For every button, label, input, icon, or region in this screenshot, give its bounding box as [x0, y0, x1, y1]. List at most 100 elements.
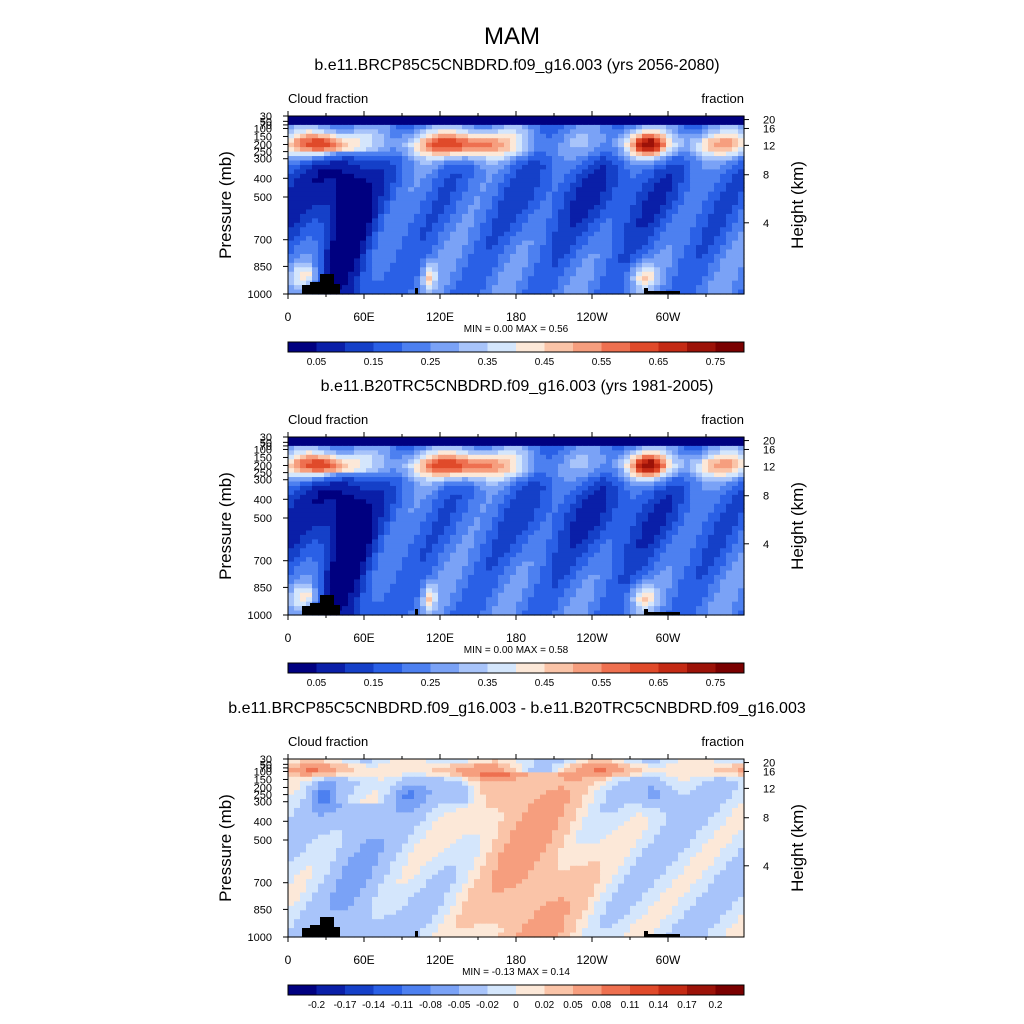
- heatmap-cell: [552, 485, 559, 491]
- heatmap-cell: [618, 205, 625, 211]
- heatmap-cell: [654, 147, 661, 153]
- heatmap-cell: [462, 521, 469, 527]
- heatmap-cell: [696, 450, 703, 456]
- heatmap-cell: [300, 129, 307, 135]
- heatmap-cell: [618, 454, 625, 460]
- heatmap-cell: [408, 164, 415, 170]
- heatmap-cell: [540, 262, 547, 268]
- heatmap-cell: [546, 530, 553, 536]
- heatmap-cell: [426, 437, 433, 443]
- heatmap-cell: [498, 138, 505, 144]
- heatmap-cell: [522, 222, 529, 228]
- heatmap-cell: [492, 494, 499, 500]
- heatmap-cell: [624, 209, 631, 215]
- heatmap-cell: [384, 534, 391, 540]
- heatmap-cell: [582, 472, 589, 478]
- heatmap-cell: [432, 258, 439, 264]
- heatmap-cell: [516, 138, 523, 144]
- heatmap-cell: [552, 481, 559, 487]
- heatmap-cell: [540, 267, 547, 273]
- heatmap-cell: [648, 173, 655, 179]
- heatmap-cell: [522, 280, 529, 286]
- heatmap-cell: [384, 508, 391, 514]
- heatmap-cell: [366, 490, 373, 496]
- heatmap-cell: [342, 142, 349, 148]
- heatmap-cell: [654, 138, 661, 144]
- heatmap-cell: [666, 490, 673, 496]
- heatmap-cell: [672, 191, 679, 197]
- heatmap-cell: [660, 477, 667, 483]
- heatmap-cell: [516, 120, 523, 126]
- heatmap-cell: [420, 209, 427, 215]
- heatmap-cell: [594, 138, 601, 144]
- heatmap-cell: [288, 169, 295, 175]
- heatmap-cell: [546, 508, 553, 514]
- heatmap-cell: [318, 521, 325, 527]
- heatmap-cell: [732, 187, 739, 193]
- heatmap-cell: [606, 517, 613, 523]
- heatmap-cell: [342, 120, 349, 126]
- heatmap-cell: [486, 258, 493, 264]
- heatmap-cell: [456, 178, 463, 184]
- heatmap-cell: [390, 258, 397, 264]
- heatmap-cell: [300, 205, 307, 211]
- heatmap-cell: [504, 508, 511, 514]
- heatmap-cell: [618, 508, 625, 514]
- heatmap-cell: [390, 289, 397, 295]
- heatmap-cell: [504, 477, 511, 483]
- heatmap-cell: [540, 218, 547, 224]
- heatmap-cell: [558, 129, 565, 135]
- heatmap-cell: [468, 441, 475, 447]
- heatmap-cell: [714, 178, 721, 184]
- heatmap-cell: [360, 151, 367, 157]
- heatmap-cell: [702, 490, 709, 496]
- heatmap-cell: [294, 539, 301, 545]
- heatmap-cell: [456, 530, 463, 536]
- heatmap-cell: [672, 494, 679, 500]
- heatmap-cell: [630, 459, 637, 465]
- heatmap-cell: [390, 209, 397, 215]
- heatmap-cell: [348, 512, 355, 518]
- heatmap-cell: [540, 147, 547, 153]
- heatmap-cell: [570, 445, 577, 451]
- heatmap-cell: [636, 249, 643, 255]
- heatmap-cell: [738, 151, 745, 157]
- heatmap-cell: [738, 534, 745, 540]
- heatmap-cell: [438, 245, 445, 251]
- heatmap-cell: [522, 151, 529, 157]
- heatmap-cell: [384, 245, 391, 251]
- heatmap-cell: [660, 227, 667, 233]
- heatmap-cell: [738, 129, 745, 135]
- heatmap-cell: [480, 160, 487, 166]
- heatmap-cell: [642, 258, 649, 264]
- heatmap-cell: [708, 182, 715, 188]
- heatmap-cell: [336, 116, 343, 122]
- heatmap-cell: [474, 271, 481, 277]
- heatmap-cell: [690, 258, 697, 264]
- heatmap-cell: [594, 459, 601, 465]
- heatmap-cell: [552, 441, 559, 447]
- heatmap-cell: [462, 133, 469, 139]
- heatmap-cell: [504, 485, 511, 491]
- heatmap-cell: [372, 240, 379, 246]
- heatmap-cell: [462, 503, 469, 509]
- heatmap-cell: [576, 240, 583, 246]
- heatmap-cell: [570, 494, 577, 500]
- heatmap-cell: [306, 441, 313, 447]
- heatmap-cell: [516, 142, 523, 148]
- heatmap-cell: [738, 276, 745, 282]
- heatmap-cell: [540, 164, 547, 170]
- heatmap-cell: [480, 494, 487, 500]
- heatmap-cell: [402, 164, 409, 170]
- heatmap-cell: [612, 231, 619, 237]
- heatmap-cell: [480, 450, 487, 456]
- heatmap-cell: [552, 138, 559, 144]
- heatmap-cell: [366, 285, 373, 291]
- heatmap-cell: [600, 222, 607, 228]
- heatmap-cell: [318, 490, 325, 496]
- heatmap-cell: [390, 191, 397, 197]
- heatmap-cell: [618, 133, 625, 139]
- heatmap-cell: [492, 200, 499, 206]
- heatmap-cell: [624, 245, 631, 251]
- heatmap-cell: [558, 205, 565, 211]
